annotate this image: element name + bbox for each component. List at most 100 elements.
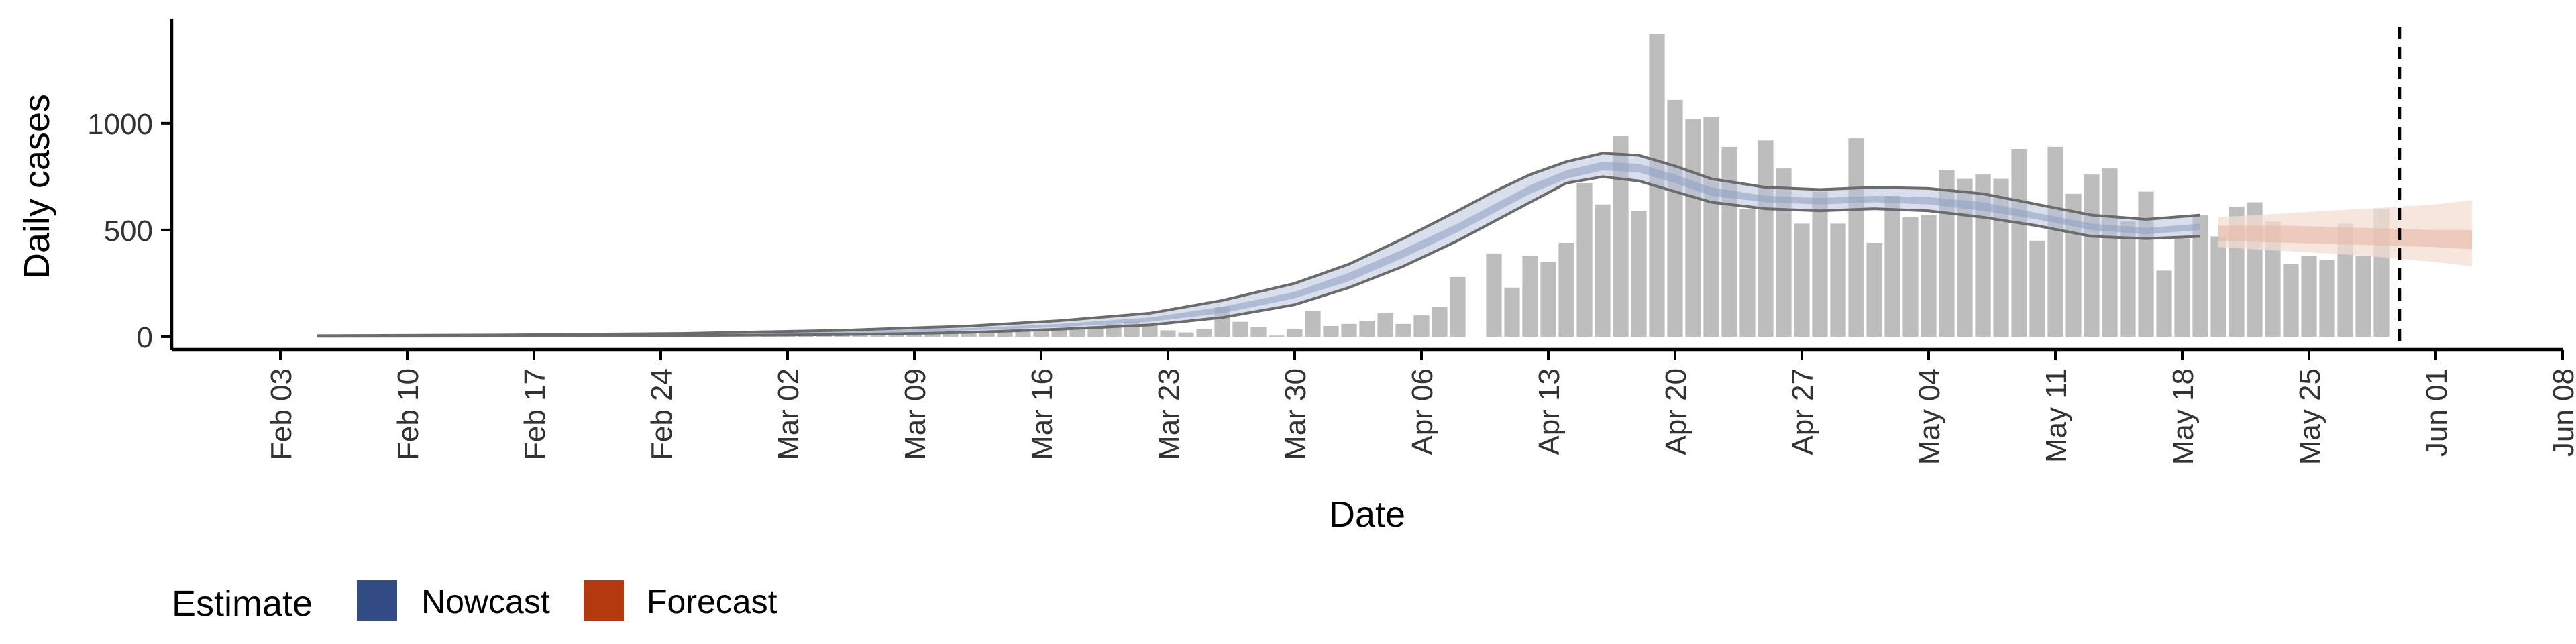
bar-56 — [1758, 140, 1774, 337]
bar-38 — [1432, 307, 1448, 337]
bar-54 — [1721, 146, 1737, 337]
x-tick-label-9: Mar 30 — [1279, 368, 1312, 460]
bar-46 — [1576, 182, 1593, 337]
bar-3 — [798, 335, 814, 337]
bar-85 — [2283, 264, 2299, 337]
x-tick-label-12: Apr 20 — [1660, 368, 1693, 455]
bar-17 — [1051, 329, 1067, 337]
plot-area — [316, 27, 2472, 350]
bar-15 — [1015, 331, 1031, 337]
bar-77 — [2138, 191, 2154, 337]
bar-4 — [816, 335, 832, 337]
axes — [170, 19, 2563, 352]
y-tick-label-500: 500 — [104, 215, 153, 248]
bar-7 — [870, 334, 886, 337]
bar-25 — [1196, 329, 1212, 337]
bar-74 — [2084, 174, 2100, 337]
bar-45 — [1558, 242, 1574, 337]
x-tick-label-4: Feb 24 — [645, 368, 678, 460]
bar-23 — [1160, 330, 1176, 337]
bar-16 — [1033, 331, 1049, 337]
bar-36 — [1395, 323, 1411, 337]
bar-52 — [1685, 119, 1701, 337]
x-tick-label-3: Feb 17 — [519, 368, 551, 460]
bar-67 — [1957, 178, 1973, 337]
bar-11 — [943, 333, 959, 337]
legend-swatch-nowcast — [357, 580, 397, 621]
nowcast-lower-line — [316, 175, 2201, 338]
bar-70 — [2011, 149, 2027, 337]
forecast-band-inner — [2218, 225, 2472, 250]
x-tick-label-1: Feb 03 — [265, 368, 298, 460]
bar-80 — [2192, 215, 2208, 337]
bar-37 — [1413, 315, 1430, 337]
bar-42 — [1504, 287, 1520, 337]
bar-35 — [1377, 313, 1393, 337]
bar-28 — [1250, 327, 1267, 337]
bar-72 — [2047, 146, 2063, 337]
y-tick-label-0: 0 — [137, 321, 153, 354]
x-tick-label-16: May 18 — [2167, 368, 2200, 465]
bar-87 — [2319, 260, 2335, 337]
x-axis-ticks: Feb 03 Feb 10 Feb 17 Feb 24 Mar 02 Mar 09 Mar … — [265, 350, 2576, 465]
bar-59 — [1812, 191, 1828, 337]
nowcast-band-outer — [317, 153, 2200, 337]
legend-swatch-forecast — [584, 580, 624, 621]
bar-48 — [1613, 136, 1629, 337]
nowcast-band-inner — [317, 162, 2200, 337]
y-tick-label-1000: 1000 — [87, 108, 153, 141]
bar-27 — [1232, 321, 1248, 337]
bar-76 — [2120, 221, 2136, 337]
bar-6 — [852, 335, 868, 337]
y-axis-ticks: 0 500 1000 — [87, 108, 172, 354]
bar-89 — [2355, 256, 2371, 337]
bar-29 — [1269, 335, 1285, 337]
bar-5 — [834, 335, 850, 337]
bar-61 — [1848, 138, 1864, 337]
bar-81 — [2210, 236, 2226, 337]
bar-33 — [1341, 323, 1357, 337]
x-tick-label-10: Apr 06 — [1406, 368, 1439, 455]
legend-label-nowcast: Nowcast — [421, 583, 550, 621]
bar-39 — [1450, 276, 1466, 337]
y-axis-title: Daily cases — [17, 94, 57, 279]
bar-62 — [1866, 242, 1882, 337]
bar-41 — [1486, 253, 1502, 337]
x-tick-label-5: Mar 02 — [772, 368, 805, 460]
bar-78 — [2156, 270, 2172, 337]
bar-34 — [1359, 321, 1375, 337]
bar-43 — [1522, 256, 1538, 337]
x-tick-label-19: Jun 08 — [2547, 368, 2576, 457]
bar-64 — [1902, 217, 1919, 337]
x-tick-label-14: May 04 — [1913, 368, 1946, 465]
bar-9 — [906, 333, 922, 337]
bar-65 — [1921, 215, 1937, 337]
bar-47 — [1595, 204, 1611, 337]
bar-79 — [2174, 238, 2190, 337]
x-tick-label-7: Mar 16 — [1026, 368, 1059, 460]
x-tick-label-13: Apr 27 — [1786, 368, 1819, 455]
bar-13 — [979, 332, 995, 337]
x-tick-label-18: Jun 01 — [2420, 368, 2453, 457]
legend-label-forecast: Forecast — [647, 583, 777, 621]
bar-12 — [961, 333, 977, 337]
x-axis-title: Date — [1329, 494, 1405, 535]
bar-32 — [1323, 326, 1339, 337]
bar-18 — [1069, 328, 1085, 337]
bar-51 — [1667, 99, 1683, 337]
bar-55 — [1739, 209, 1756, 337]
bar-53 — [1703, 117, 1719, 337]
bar-49 — [1631, 211, 1647, 337]
legend-title: Estimate — [172, 584, 313, 624]
bar-75 — [2102, 168, 2118, 337]
x-tick-label-15: May 11 — [2040, 368, 2073, 463]
bar-44 — [1540, 262, 1556, 337]
x-tick-label-17: May 25 — [2294, 368, 2326, 465]
bar-24 — [1178, 332, 1194, 337]
bar-14 — [997, 331, 1013, 337]
x-tick-label-11: Apr 13 — [1533, 368, 1566, 455]
x-tick-label-8: Mar 23 — [1152, 368, 1185, 460]
legend: Estimate Nowcast Forecast — [172, 580, 777, 624]
bar-8 — [888, 334, 904, 337]
